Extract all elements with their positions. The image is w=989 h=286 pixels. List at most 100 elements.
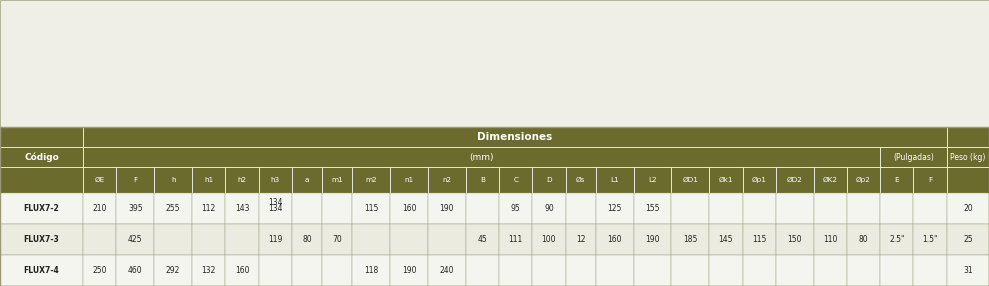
FancyBboxPatch shape bbox=[709, 167, 743, 193]
FancyBboxPatch shape bbox=[292, 224, 322, 255]
FancyBboxPatch shape bbox=[775, 167, 814, 193]
FancyBboxPatch shape bbox=[466, 255, 499, 286]
Text: h: h bbox=[171, 177, 175, 183]
Text: 70: 70 bbox=[332, 235, 342, 244]
FancyBboxPatch shape bbox=[914, 224, 946, 255]
FancyBboxPatch shape bbox=[743, 224, 775, 255]
FancyBboxPatch shape bbox=[117, 224, 154, 255]
FancyBboxPatch shape bbox=[428, 255, 466, 286]
Text: 240: 240 bbox=[440, 266, 454, 275]
FancyBboxPatch shape bbox=[154, 255, 192, 286]
Text: 20: 20 bbox=[963, 204, 972, 213]
FancyBboxPatch shape bbox=[743, 193, 775, 224]
FancyBboxPatch shape bbox=[0, 193, 83, 224]
FancyBboxPatch shape bbox=[154, 167, 192, 193]
Text: ØD1: ØD1 bbox=[682, 177, 698, 183]
FancyBboxPatch shape bbox=[192, 224, 225, 255]
FancyBboxPatch shape bbox=[466, 193, 499, 224]
FancyBboxPatch shape bbox=[83, 127, 946, 147]
Text: (Pulgadas): (Pulgadas) bbox=[893, 152, 934, 162]
FancyBboxPatch shape bbox=[499, 224, 532, 255]
Text: 132: 132 bbox=[202, 266, 216, 275]
FancyBboxPatch shape bbox=[428, 224, 466, 255]
FancyBboxPatch shape bbox=[914, 167, 946, 193]
Text: 134: 134 bbox=[268, 204, 283, 213]
FancyBboxPatch shape bbox=[814, 167, 847, 193]
FancyBboxPatch shape bbox=[532, 193, 566, 224]
Text: 125: 125 bbox=[607, 204, 622, 213]
FancyBboxPatch shape bbox=[0, 255, 83, 286]
Text: 160: 160 bbox=[402, 204, 416, 213]
FancyBboxPatch shape bbox=[499, 193, 532, 224]
FancyBboxPatch shape bbox=[117, 167, 154, 193]
FancyBboxPatch shape bbox=[225, 255, 258, 286]
Text: 115: 115 bbox=[752, 235, 766, 244]
FancyBboxPatch shape bbox=[775, 224, 814, 255]
FancyBboxPatch shape bbox=[322, 255, 352, 286]
FancyBboxPatch shape bbox=[532, 167, 566, 193]
Text: h1: h1 bbox=[204, 177, 214, 183]
FancyBboxPatch shape bbox=[292, 255, 322, 286]
Text: n2: n2 bbox=[442, 177, 451, 183]
Text: 100: 100 bbox=[542, 235, 556, 244]
FancyBboxPatch shape bbox=[946, 255, 989, 286]
Text: Øp1: Øp1 bbox=[752, 177, 766, 183]
FancyBboxPatch shape bbox=[814, 224, 847, 255]
FancyBboxPatch shape bbox=[428, 167, 466, 193]
Text: 2.5": 2.5" bbox=[889, 235, 905, 244]
FancyBboxPatch shape bbox=[0, 0, 989, 127]
FancyBboxPatch shape bbox=[743, 167, 775, 193]
FancyBboxPatch shape bbox=[566, 255, 595, 286]
Text: 45: 45 bbox=[478, 235, 488, 244]
Text: 115: 115 bbox=[364, 204, 379, 213]
Text: 31: 31 bbox=[963, 266, 972, 275]
Text: L1: L1 bbox=[610, 177, 619, 183]
Text: 425: 425 bbox=[129, 235, 142, 244]
Text: FLUX7-3: FLUX7-3 bbox=[24, 235, 59, 244]
FancyBboxPatch shape bbox=[390, 193, 428, 224]
FancyBboxPatch shape bbox=[672, 193, 709, 224]
FancyBboxPatch shape bbox=[0, 127, 83, 147]
FancyBboxPatch shape bbox=[709, 255, 743, 286]
FancyBboxPatch shape bbox=[258, 193, 292, 224]
Text: 160: 160 bbox=[607, 235, 622, 244]
FancyBboxPatch shape bbox=[566, 193, 595, 224]
FancyBboxPatch shape bbox=[466, 224, 499, 255]
Text: D: D bbox=[546, 177, 552, 183]
FancyBboxPatch shape bbox=[946, 127, 989, 147]
FancyBboxPatch shape bbox=[154, 193, 192, 224]
FancyBboxPatch shape bbox=[634, 193, 672, 224]
FancyBboxPatch shape bbox=[634, 167, 672, 193]
Text: ØK2: ØK2 bbox=[823, 177, 838, 183]
FancyBboxPatch shape bbox=[743, 255, 775, 286]
FancyBboxPatch shape bbox=[532, 224, 566, 255]
FancyBboxPatch shape bbox=[192, 193, 225, 224]
Text: B: B bbox=[480, 177, 485, 183]
Text: 134: 134 bbox=[268, 198, 283, 206]
Text: Øp2: Øp2 bbox=[856, 177, 871, 183]
FancyBboxPatch shape bbox=[946, 193, 989, 224]
Text: 250: 250 bbox=[93, 266, 107, 275]
FancyBboxPatch shape bbox=[192, 167, 225, 193]
FancyBboxPatch shape bbox=[117, 193, 154, 224]
FancyBboxPatch shape bbox=[880, 147, 946, 167]
FancyBboxPatch shape bbox=[83, 224, 117, 255]
FancyBboxPatch shape bbox=[880, 167, 914, 193]
FancyBboxPatch shape bbox=[258, 167, 292, 193]
FancyBboxPatch shape bbox=[595, 193, 634, 224]
FancyBboxPatch shape bbox=[566, 167, 595, 193]
Text: 395: 395 bbox=[128, 204, 142, 213]
FancyBboxPatch shape bbox=[634, 224, 672, 255]
FancyBboxPatch shape bbox=[0, 167, 83, 193]
Text: 111: 111 bbox=[508, 235, 523, 244]
Text: ØD2: ØD2 bbox=[786, 177, 803, 183]
Text: FLUX7-4: FLUX7-4 bbox=[24, 266, 59, 275]
FancyBboxPatch shape bbox=[292, 167, 322, 193]
FancyBboxPatch shape bbox=[352, 255, 390, 286]
FancyBboxPatch shape bbox=[847, 224, 880, 255]
FancyBboxPatch shape bbox=[532, 255, 566, 286]
FancyBboxPatch shape bbox=[566, 224, 595, 255]
FancyBboxPatch shape bbox=[672, 167, 709, 193]
Text: h3: h3 bbox=[271, 177, 280, 183]
FancyBboxPatch shape bbox=[225, 167, 258, 193]
